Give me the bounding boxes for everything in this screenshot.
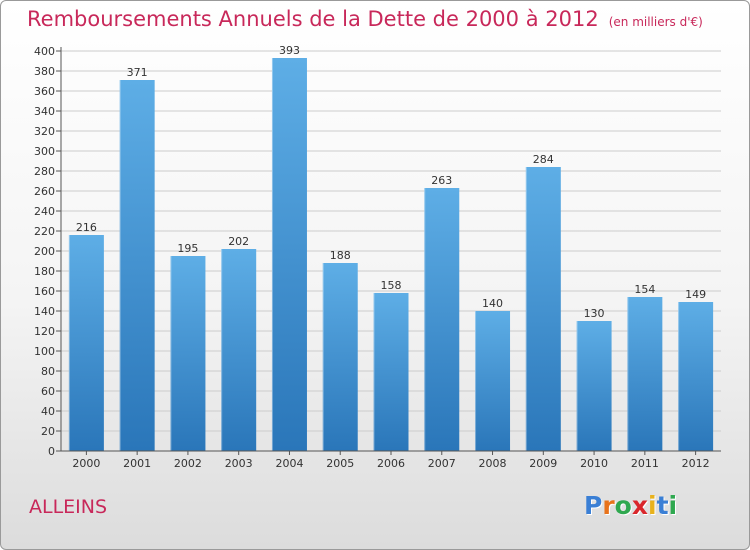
y-tick-label: 160 (34, 285, 55, 298)
y-tick-label: 280 (34, 165, 55, 178)
data-label: 149 (685, 288, 706, 301)
x-tick-label: 2003 (225, 457, 253, 470)
y-tick-label: 60 (41, 385, 55, 398)
x-tick-label: 2001 (123, 457, 151, 470)
x-tick-label: 2006 (377, 457, 405, 470)
bar (322, 263, 358, 451)
y-tick-label: 0 (48, 445, 55, 458)
x-tick-label: 2004 (275, 457, 303, 470)
data-label: 202 (228, 235, 249, 248)
data-label: 158 (381, 279, 402, 292)
y-tick-label: 400 (34, 45, 55, 58)
y-tick-label: 40 (41, 405, 55, 418)
axes (56, 47, 721, 455)
y-tick-label: 140 (34, 305, 55, 318)
y-tick-label: 260 (34, 185, 55, 198)
data-label: 263 (431, 174, 452, 187)
bars (68, 58, 714, 451)
chart-title: Remboursements Annuels de la Dette de 20… (27, 7, 703, 31)
bar (170, 256, 206, 451)
bar (68, 235, 104, 451)
y-tick-label: 80 (41, 365, 55, 378)
chart-title-text: Remboursements Annuels de la Dette de 20… (27, 7, 599, 31)
y-tick-label: 360 (34, 85, 55, 98)
x-tick-label: 2012 (682, 457, 710, 470)
data-label: 371 (127, 66, 148, 79)
y-tick-label: 200 (34, 245, 55, 258)
y-tick-label: 100 (34, 345, 55, 358)
bar (221, 249, 257, 451)
labels: 0 20 40 60 80 100 120 140 160 180 200 220 240 260 280 3… (34, 44, 710, 470)
y-tick-label: 300 (34, 145, 55, 158)
bar (373, 293, 409, 451)
y-tick-label: 240 (34, 205, 55, 218)
logo-letter: r (602, 491, 615, 520)
location-name: ALLEINS (29, 496, 108, 518)
data-label: 195 (177, 242, 198, 255)
data-label: 393 (279, 44, 300, 57)
y-tick-label: 340 (34, 105, 55, 118)
x-tick-label: 2010 (580, 457, 608, 470)
data-label: 216 (76, 221, 97, 234)
proxiti-logo: Proxiti (584, 491, 677, 520)
data-label: 140 (482, 297, 503, 310)
x-tick-label: 2011 (631, 457, 659, 470)
x-tick-label: 2008 (479, 457, 507, 470)
data-label: 284 (533, 153, 554, 166)
x-tick-label: 2000 (72, 457, 100, 470)
y-tick-label: 380 (34, 65, 55, 78)
unit-label: (en milliers d'€) (608, 15, 703, 29)
logo-letter: i (648, 491, 657, 520)
y-tick-label: 220 (34, 225, 55, 238)
logo-letter: o (614, 491, 632, 520)
bar (627, 297, 663, 451)
data-label: 154 (634, 283, 655, 296)
bar (576, 321, 612, 451)
y-tick-label: 120 (34, 325, 55, 338)
logo-letter: t (656, 491, 669, 520)
logo-letter: P (584, 491, 603, 520)
logo-letter: x (631, 491, 648, 520)
bar (525, 167, 561, 451)
data-label: 130 (584, 307, 605, 320)
bar (424, 188, 460, 451)
bar (119, 80, 155, 451)
data-label: 188 (330, 249, 351, 262)
y-tick-label: 320 (34, 125, 55, 138)
y-tick-label: 180 (34, 265, 55, 278)
y-tick-label: 20 (41, 425, 55, 438)
bar (475, 311, 511, 451)
x-tick-label: 2002 (174, 457, 202, 470)
logo-letter: i (668, 491, 678, 520)
bar (271, 58, 307, 451)
x-tick-label: 2007 (428, 457, 456, 470)
x-tick-label: 2005 (326, 457, 354, 470)
x-tick-label: 2009 (529, 457, 557, 470)
bar (678, 302, 714, 451)
